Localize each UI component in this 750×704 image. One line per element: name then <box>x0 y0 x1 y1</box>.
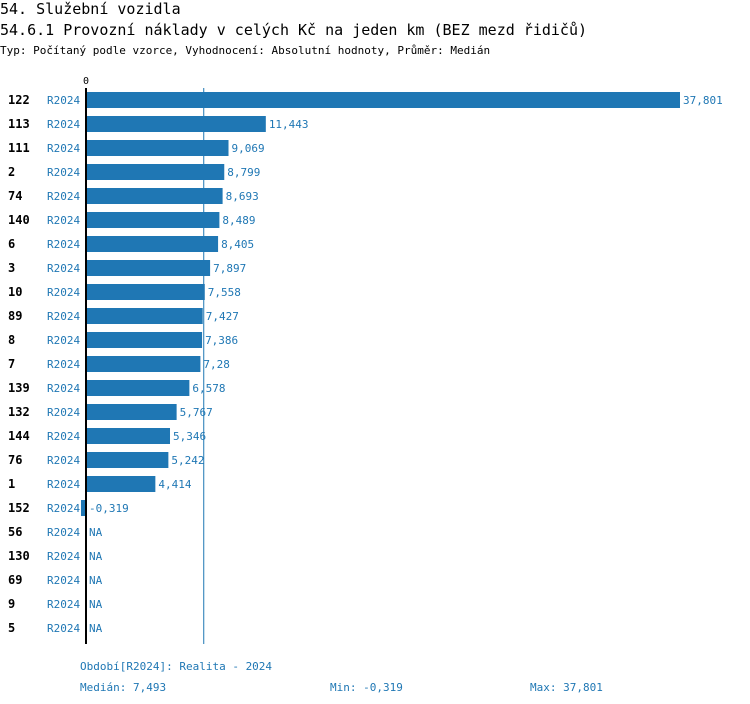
value-label: 7,427 <box>206 310 239 323</box>
bar <box>86 140 229 156</box>
value-label: 9,069 <box>232 142 265 155</box>
period-label: R2024 <box>47 478 80 491</box>
category-label: 56 <box>8 525 22 539</box>
bar <box>86 212 220 228</box>
category-label: 111 <box>8 141 30 155</box>
period-label: R2024 <box>47 598 80 611</box>
period-label: R2024 <box>47 550 80 563</box>
chart-section-title: 54. Služební vozidla <box>0 0 181 18</box>
footer-period: Období[R2024]: Realita - 2024 <box>80 660 273 673</box>
period-label: R2024 <box>47 190 80 203</box>
bar <box>86 92 680 108</box>
period-label: R2024 <box>47 118 80 131</box>
category-label: 122 <box>8 93 30 107</box>
bar <box>86 380 190 396</box>
category-label: 8 <box>8 333 15 347</box>
value-label: 8,799 <box>227 166 260 179</box>
category-label: 6 <box>8 237 15 251</box>
value-label: NA <box>89 622 103 635</box>
category-label: 130 <box>8 549 30 563</box>
period-label: R2024 <box>47 358 80 371</box>
category-label: 152 <box>8 501 30 515</box>
value-label: 8,489 <box>222 214 255 227</box>
category-label: 139 <box>8 381 30 395</box>
value-label: 7,897 <box>213 262 246 275</box>
period-label: R2024 <box>47 430 80 443</box>
category-label: 2 <box>8 165 15 179</box>
value-label: 8,405 <box>221 238 254 251</box>
bar <box>86 236 219 252</box>
period-label: R2024 <box>47 574 80 587</box>
category-label: 69 <box>8 573 22 587</box>
period-label: R2024 <box>47 454 80 467</box>
value-label: NA <box>89 598 103 611</box>
period-label: R2024 <box>47 334 80 347</box>
value-label: 37,801 <box>683 94 723 107</box>
footer-median: Medián: 7,493 <box>80 681 167 694</box>
bar <box>86 308 203 324</box>
bar <box>86 116 266 132</box>
value-label: 6,578 <box>192 382 225 395</box>
period-label: R2024 <box>47 142 80 155</box>
period-label: R2024 <box>47 310 80 323</box>
period-label: R2024 <box>47 286 80 299</box>
category-label: 3 <box>8 261 15 275</box>
period-label: R2024 <box>47 214 80 227</box>
value-label: 8,693 <box>226 190 259 203</box>
chart-title: 54.6.1 Provozní náklady v celých Kč na j… <box>0 21 587 39</box>
category-label: 74 <box>8 189 22 203</box>
period-label: R2024 <box>47 622 80 635</box>
value-label: NA <box>89 550 103 563</box>
period-label: R2024 <box>47 406 80 419</box>
period-label: R2024 <box>47 166 80 179</box>
bar <box>86 452 169 468</box>
footer-max: Max: 37,801 <box>530 681 603 694</box>
value-label: 7,386 <box>205 334 238 347</box>
value-label: NA <box>89 526 103 539</box>
bar <box>86 332 203 348</box>
bar <box>80 500 86 516</box>
bar <box>86 404 177 420</box>
category-label: 140 <box>8 213 30 227</box>
category-label: 7 <box>8 357 15 371</box>
period-label: R2024 <box>47 262 80 275</box>
category-label: 89 <box>8 309 22 323</box>
value-label: 4,414 <box>158 478 191 491</box>
period-label: R2024 <box>47 382 80 395</box>
bar <box>86 188 223 204</box>
period-label: R2024 <box>47 526 80 539</box>
value-label: 5,346 <box>173 430 206 443</box>
value-label: -0,319 <box>89 502 129 515</box>
category-label: 1 <box>8 477 15 491</box>
bar <box>86 164 225 180</box>
value-label: 11,443 <box>269 118 309 131</box>
category-label: 113 <box>8 117 30 131</box>
bar <box>86 428 171 444</box>
value-label: NA <box>89 574 103 587</box>
bar <box>86 260 211 276</box>
period-label: R2024 <box>47 502 80 515</box>
footer-min: Min: -0,319 <box>330 681 403 694</box>
bar <box>86 356 201 372</box>
period-label: R2024 <box>47 238 80 251</box>
chart-type-line: Typ: Počítaný podle vzorce, Vyhodnocení:… <box>0 44 491 57</box>
period-label: R2024 <box>47 94 80 107</box>
category-label: 9 <box>8 597 15 611</box>
value-label: 5,242 <box>171 454 204 467</box>
value-label: 5,767 <box>180 406 213 419</box>
bar <box>86 476 156 492</box>
category-label: 76 <box>8 453 22 467</box>
value-label: 7,28 <box>203 358 230 371</box>
category-label: 10 <box>8 285 22 299</box>
x-tick-label: 0 <box>83 76 89 87</box>
value-label: 7,558 <box>208 286 241 299</box>
category-label: 132 <box>8 405 30 419</box>
category-label: 144 <box>8 429 30 443</box>
bar <box>86 284 205 300</box>
category-label: 5 <box>8 621 15 635</box>
